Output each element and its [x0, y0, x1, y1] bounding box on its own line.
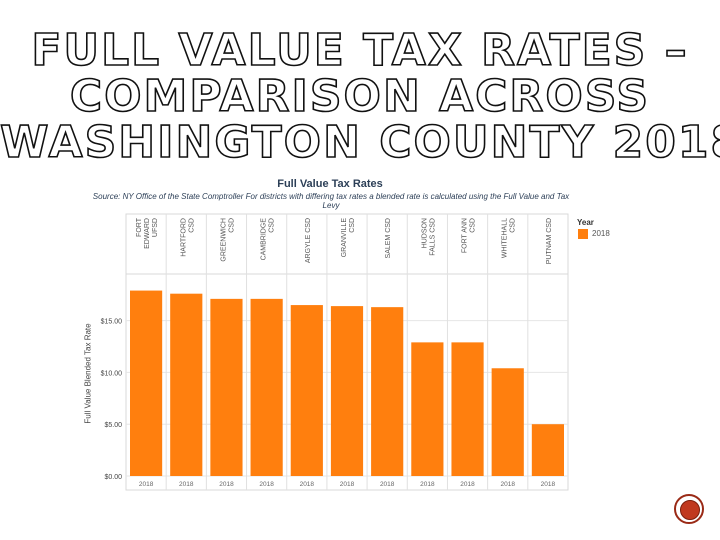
category-label: GREENWICH — [220, 218, 227, 262]
category-label: PUTNAM CSD — [546, 218, 553, 264]
bar — [451, 342, 484, 476]
y-tick-label: $5.00 — [104, 422, 122, 429]
category-label: ARGYLE CSD — [305, 218, 312, 263]
slide-nav-button[interactable] — [674, 494, 704, 524]
y-tick-label: $15.00 — [101, 319, 123, 326]
category-label: HUDSON — [421, 218, 428, 248]
slide-title: FULL VALUE TAX RATES – COMPARISON ACROSS… — [0, 28, 720, 160]
x-year-label: 2018 — [340, 481, 355, 488]
category-label: FORT ANN — [462, 218, 469, 253]
slide-title-line-2: COMPARISON ACROSS — [69, 71, 651, 122]
x-year-label: 2018 — [500, 481, 515, 488]
slide-title-line-3: WASHINGTON COUNTY 2018 — [0, 117, 720, 160]
bar — [411, 342, 444, 476]
x-year-label: 2018 — [300, 481, 315, 488]
chart-source: Source: NY Office of the State Comptroll… — [92, 192, 570, 210]
plot-frame — [125, 213, 569, 491]
category-label: FORT — [136, 217, 143, 237]
x-year-label: 2018 — [380, 481, 395, 488]
x-year-label: 2018 — [219, 481, 234, 488]
bar — [290, 305, 323, 476]
category-label: CSD — [349, 218, 356, 233]
category-label: CAMBRIDGE — [261, 218, 268, 261]
x-year-label: 2018 — [139, 481, 154, 488]
category-label: CSD — [269, 218, 276, 233]
category-label: CSD — [510, 218, 517, 233]
bar — [130, 290, 163, 476]
category-label: SALEM CSD — [385, 218, 392, 258]
category-label: CSD — [470, 218, 477, 233]
category-label: UFSD — [152, 218, 159, 237]
bar — [170, 293, 203, 476]
bar — [371, 307, 404, 476]
x-year-label: 2018 — [420, 481, 435, 488]
legend-swatch[interactable] — [578, 229, 588, 239]
y-tick-label: $0.00 — [104, 474, 122, 481]
bar — [210, 298, 243, 476]
slide-title-line-1: FULL VALUE TAX RATES – — [31, 28, 689, 76]
chart-title: Full Value Tax Rates — [277, 178, 383, 190]
legend-label[interactable]: 2018 — [592, 229, 610, 238]
category-label: CSD — [228, 218, 235, 233]
category-label: FALLS CSD — [429, 218, 436, 256]
x-year-label: 2018 — [460, 481, 475, 488]
slide-nav-icon — [680, 500, 700, 520]
category-label: HARTFORD — [180, 218, 187, 257]
x-year-label: 2018 — [259, 481, 274, 488]
x-year-label: 2018 — [541, 481, 556, 488]
legend-title: Year — [577, 218, 594, 227]
bar — [491, 368, 524, 476]
y-tick-label: $10.00 — [101, 370, 123, 377]
x-year-label: 2018 — [179, 481, 194, 488]
bar — [250, 298, 283, 476]
bar — [531, 424, 564, 476]
bar — [330, 306, 364, 476]
category-label: WHITEHALL — [502, 218, 509, 258]
category-label: GRANVILLE — [341, 218, 348, 258]
category-label: CSD — [188, 218, 195, 233]
category-label: EDWARD — [144, 218, 151, 249]
